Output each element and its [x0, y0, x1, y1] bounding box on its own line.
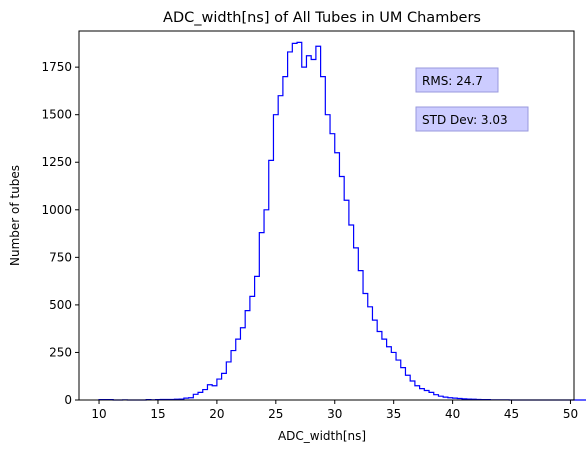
y-tick-label: 1500: [41, 108, 72, 122]
x-tick-label: 35: [386, 407, 401, 421]
histogram-series-0: [99, 42, 586, 400]
chart-title: ADC_width[ns] of All Tubes in UM Chamber…: [163, 10, 481, 26]
y-tick-label: 0: [64, 393, 72, 407]
x-tick-label: 15: [150, 407, 165, 421]
rms-box: RMS: 24.7: [416, 68, 498, 92]
x-tick-label: 45: [504, 407, 519, 421]
stat-boxes: RMS: 24.7 STD Dev: 3.03: [416, 68, 528, 131]
y-tick-label: 1000: [41, 203, 72, 217]
series-layer: [99, 42, 586, 400]
y-tick-label: 1750: [41, 60, 72, 74]
plot-area: [79, 31, 586, 400]
y-axis-ticks: 0 250 500 750 1000 1250 1500 1750: [41, 60, 79, 407]
x-tick-label: 50: [563, 407, 578, 421]
std-dev-box: STD Dev: 3.03: [416, 107, 528, 131]
x-axis-label: ADC_width[ns]: [278, 429, 366, 443]
y-tick-label: 750: [49, 250, 72, 264]
x-axis-ticks: 10 15 20 25 30 35 40 45 50: [91, 400, 578, 421]
x-tick-label: 25: [268, 407, 283, 421]
std-dev-label: STD Dev: 3.03: [422, 113, 508, 127]
rms-label: RMS: 24.7: [422, 74, 483, 88]
y-tick-label: 250: [49, 345, 72, 359]
x-tick-label: 20: [209, 407, 224, 421]
plot-frame: [79, 31, 574, 400]
x-tick-label: 40: [445, 407, 460, 421]
x-tick-label: 10: [91, 407, 106, 421]
x-tick-label: 30: [327, 407, 342, 421]
y-axis-label: Number of tubes: [8, 165, 22, 266]
y-tick-label: 500: [49, 298, 72, 312]
y-tick-label: 1250: [41, 155, 72, 169]
